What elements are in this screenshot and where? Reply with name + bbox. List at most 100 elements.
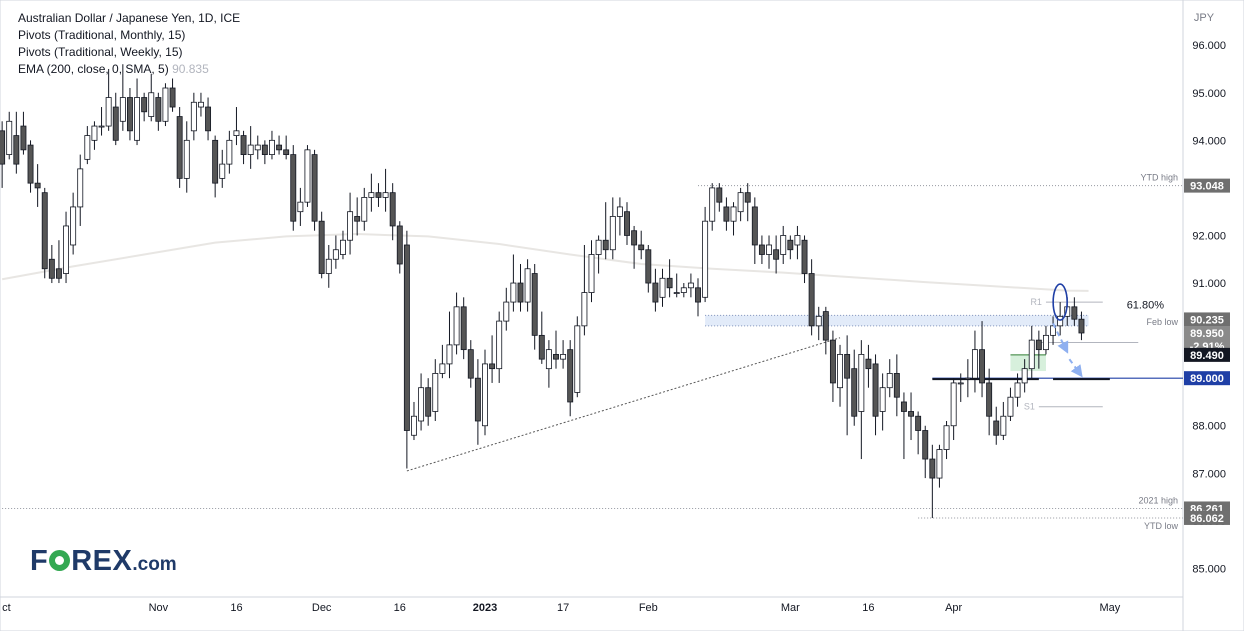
candle-body	[766, 244, 772, 255]
candle-body	[581, 292, 588, 327]
x-tick-label: 2023	[473, 602, 497, 614]
candle-body	[247, 144, 254, 156]
candle-body	[744, 192, 751, 203]
candle-body	[332, 249, 339, 260]
x-tick-label: 16	[230, 602, 242, 614]
candle-body	[815, 315, 822, 327]
candle-body	[183, 139, 190, 179]
candle-body	[297, 201, 304, 213]
pivot-r1-label: R1	[1030, 297, 1042, 307]
candle-body	[858, 353, 865, 412]
legend-pivots-monthly[interactable]: Pivots (Traditional, Monthly, 15)	[18, 28, 186, 42]
candle-body	[347, 211, 354, 241]
candle-body	[1000, 415, 1007, 436]
legend-ema[interactable]: EMA (200, close, 0, SMA, 5) 90.835	[18, 61, 240, 78]
y-tick-label: 87.000	[1192, 468, 1226, 480]
candle-body	[616, 206, 623, 217]
x-tick-label: Apr	[945, 602, 962, 614]
candle-body	[553, 353, 559, 360]
candle-body	[609, 216, 616, 251]
candle-body	[453, 306, 460, 346]
candle-body	[737, 192, 744, 213]
tag-ytd-high-bg	[1184, 178, 1230, 193]
projection-arrow-2	[1068, 358, 1083, 378]
candle-body	[34, 182, 41, 189]
x-tick-label: 17	[557, 602, 569, 614]
candle-body	[1057, 315, 1064, 327]
candle-body	[1028, 339, 1035, 370]
candle-body	[787, 239, 794, 251]
candle-body	[1007, 396, 1014, 417]
x-tick-label: Feb	[639, 602, 658, 614]
candle-body	[1021, 368, 1028, 384]
candle-body	[943, 425, 950, 450]
candle-body	[822, 311, 829, 341]
candle-body	[219, 163, 226, 179]
candle-body	[574, 325, 581, 393]
candle-body	[936, 449, 943, 479]
legend-pivots-weekly[interactable]: Pivots (Traditional, Weekly, 15)	[18, 45, 183, 59]
candle-body	[1042, 334, 1049, 351]
tag-89490: 89.490	[1190, 350, 1224, 362]
candle-body	[233, 130, 240, 136]
candle-body	[503, 301, 510, 322]
candle-body	[808, 273, 815, 327]
candle-body	[290, 154, 297, 222]
candle-body	[631, 230, 638, 246]
feb-low-zone	[705, 315, 1089, 326]
candle-body	[411, 415, 417, 436]
candle-body	[340, 239, 346, 255]
candle-body	[900, 401, 907, 412]
candle-body	[687, 282, 694, 289]
candle-body	[545, 349, 552, 370]
candle-body	[510, 282, 517, 303]
candle-body	[6, 120, 13, 156]
candle-body	[1071, 306, 1078, 320]
candle-body	[801, 239, 808, 274]
candle-body	[1014, 382, 1021, 398]
candle-body	[666, 277, 673, 289]
candle-body	[950, 382, 957, 427]
candle-body	[361, 197, 368, 222]
candle-body	[190, 101, 197, 132]
candle-body	[70, 206, 77, 246]
candle-body	[318, 220, 325, 274]
candle-body	[531, 273, 538, 336]
logo-text-f: F	[30, 545, 49, 577]
candle-body	[467, 349, 474, 379]
candle-body	[709, 187, 716, 222]
candle-body	[446, 344, 453, 365]
tag-89000-bg	[1184, 371, 1230, 386]
tag-price-label: 89.950	[1190, 328, 1224, 340]
tag-ytd-low: 86.062	[1190, 513, 1224, 525]
candle-body	[624, 211, 630, 236]
candle-body	[567, 349, 574, 403]
candle-body	[20, 125, 27, 151]
tag-ytd-low-bg	[1184, 510, 1230, 525]
candle-body	[851, 368, 858, 417]
candle-body	[176, 116, 183, 179]
candle-body	[311, 154, 318, 222]
pivot-s1-label: S1	[1024, 402, 1035, 412]
candle-body	[758, 244, 765, 255]
y-tick-label: 94.000	[1192, 135, 1226, 147]
candle-body	[162, 87, 169, 122]
candle-body	[148, 92, 155, 117]
candle-body	[368, 192, 375, 198]
ema-200-line	[1, 233, 1089, 292]
candle-body	[986, 382, 993, 417]
y-tick-label: 85.000	[1192, 563, 1226, 575]
y-tick-label: 88.000	[1192, 421, 1226, 433]
candle-body	[269, 139, 275, 156]
highlight-ellipse	[1052, 283, 1068, 321]
candle-body	[27, 144, 34, 184]
candle-body	[55, 268, 62, 279]
legend-symbol-title[interactable]: Australian Dollar / Japanese Yen, 1D, IC…	[18, 11, 241, 25]
candle-body	[645, 249, 652, 284]
candle-body	[837, 353, 843, 389]
candle-body	[13, 135, 20, 165]
candle-body	[84, 135, 91, 160]
candle-body	[879, 387, 886, 412]
